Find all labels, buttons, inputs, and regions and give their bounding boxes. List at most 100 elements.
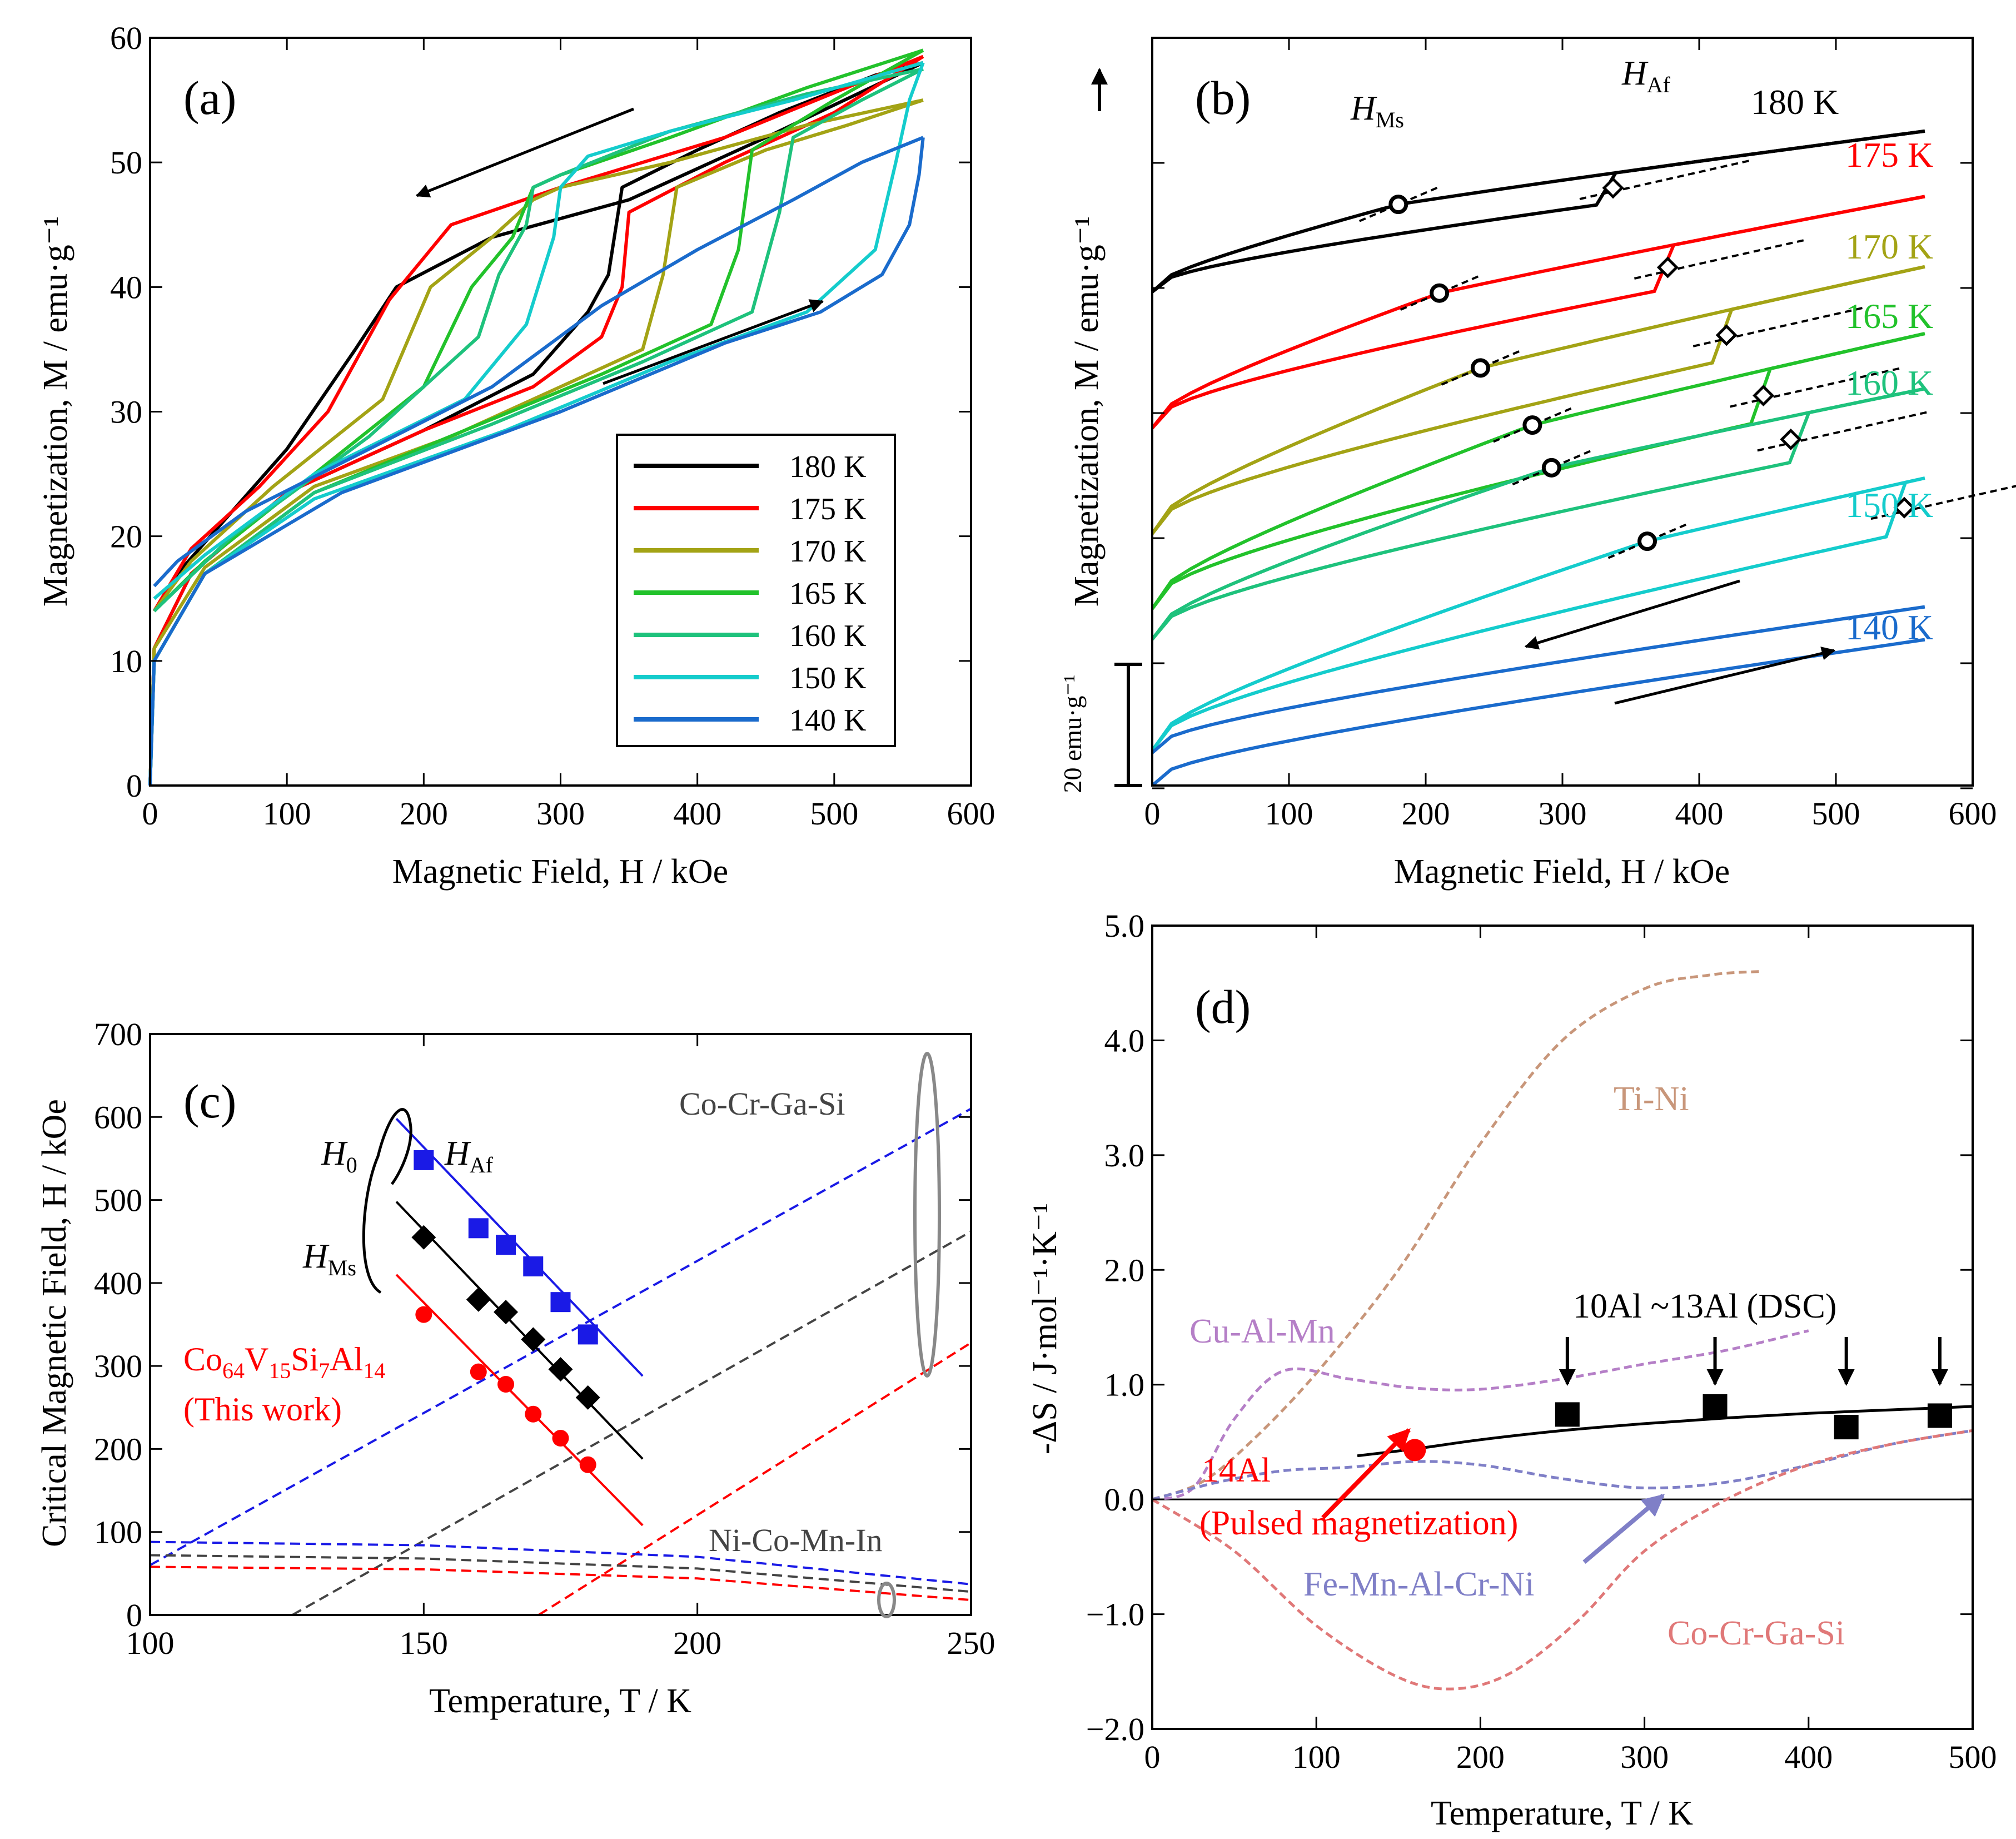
panel-d-point-dsc <box>1703 1394 1728 1419</box>
panel-c-ellipse-co-cr-ga-si <box>913 1052 941 1378</box>
panel-d-label: (d) <box>1195 980 1251 1033</box>
panel-d-curve-Cu-Al-Mn <box>1152 1329 1809 1501</box>
panel-d-ytick-label: 0.0 <box>1104 1482 1145 1518</box>
panel-b-hms-marker <box>1470 358 1490 378</box>
panel-b-xtick-label: 600 <box>1949 796 1997 832</box>
panel-c-formula-part: 7 <box>318 1358 330 1383</box>
panel-c-xtick-label: 100 <box>126 1625 175 1661</box>
panel-a-legend-label: 180 K <box>789 450 866 484</box>
panel-a-xtick-label: 0 <box>142 796 158 832</box>
panel-d-ytick-label: −2.0 <box>1086 1711 1144 1747</box>
panel-c-xtick-label: 250 <box>947 1625 995 1661</box>
panel-d-curve-10Al-13Al-fit <box>1357 1405 1973 1458</box>
panel-b-curve-150K-down <box>1151 476 1925 752</box>
panel-c-point-HAf <box>578 1324 598 1345</box>
panel-a-xlabel: Magnetic Field, H / kOe <box>392 853 728 891</box>
panel-b-label-175K: 175 K <box>1845 135 1933 175</box>
panel-b-xtick-label: 500 <box>1812 796 1860 832</box>
panel-c-xtick-label: 200 <box>673 1625 721 1661</box>
panel-a-xtick-label: 300 <box>536 796 585 832</box>
panel-b-arrow-decreasing <box>1524 579 1740 650</box>
panel-c-formula-part: Al <box>330 1341 363 1378</box>
panel-c-ytick-label: 300 <box>94 1348 142 1384</box>
panel-d-ytick-label: 1.0 <box>1104 1367 1145 1403</box>
panel-b-xtick-label: 200 <box>1402 796 1450 832</box>
panel-b-hms-marker <box>1522 415 1542 435</box>
panel-b-haf-marker <box>1715 324 1738 346</box>
panel-a-legend-label: 160 K <box>789 619 866 653</box>
panel-d-label-co-cr: Co-Cr-Ga-Si <box>1667 1614 1845 1652</box>
panel-b-hms-tangent <box>1441 350 1520 386</box>
panel-c-formula-part: V <box>245 1341 268 1378</box>
panel-b-curve-150K-up <box>1151 476 1925 752</box>
panel-d-plot <box>1151 970 1973 1691</box>
panel-c-point-HAf <box>523 1256 544 1276</box>
panel-b-haf-label: HAf <box>1621 54 1671 97</box>
panel-d-dsc-arrows <box>1559 1337 1948 1386</box>
panel-c-point-H0 <box>575 1385 600 1410</box>
panel-b-label-170K: 170 K <box>1845 227 1933 266</box>
panel-d-label-dsc: 10Al ~13Al (DSC) <box>1573 1288 1836 1325</box>
panel-b-haf-tangent <box>1730 366 1903 408</box>
panel-a-ticks: 0 100 200 300 400 500 600 0 10 20 30 40 50 60 <box>110 20 995 832</box>
panel-c-ylabel: Critical Magnetic Field, H / kOe <box>36 1099 73 1547</box>
panel-b-curve-175K-up <box>1151 195 1925 430</box>
panel-b-xlabel: Magnetic Field, H / kOe <box>1394 853 1730 891</box>
panel-b-hms-label: HMs <box>1350 90 1404 132</box>
panel-c-dashed-Ni-Co-Mn-In <box>150 1540 971 1585</box>
panel-d-point-dsc <box>1555 1402 1580 1427</box>
panel-b-curves <box>1151 129 2016 787</box>
panel-a-ylabel: Magnetization, M / emu·g⁻¹ <box>37 216 74 607</box>
panel-d-ytick-label: 3.0 <box>1104 1137 1145 1174</box>
panel-a: 0 100 200 300 400 500 600 0 10 20 30 40 50 60 (a) Mag… <box>37 20 995 891</box>
panel-d-point-dsc <box>1927 1403 1952 1428</box>
panel-d-xtick-label: 100 <box>1292 1739 1341 1775</box>
panel-d-label-pulsed: (Pulsed magnetization) <box>1199 1504 1518 1542</box>
panel-c-dashed-Ni-Co-Mn-In <box>150 1565 971 1602</box>
panel-a-ytick-label: 0 <box>126 768 142 804</box>
panel-b-arrow-increasing <box>1614 647 1836 705</box>
panel-d-arrow-fe-mn-icon <box>1582 1493 1665 1564</box>
panel-d-point-14al <box>1403 1439 1426 1462</box>
panel-b-haf-tangent <box>1757 410 1930 452</box>
panel-b-haf-tangent <box>1870 485 2016 520</box>
panel-d-xtick-label: 500 <box>1949 1739 1997 1775</box>
panel-a-ytick-label: 50 <box>110 145 142 181</box>
panel-a-legend-label: 150 K <box>789 661 866 695</box>
panel-b-hms-tangent <box>1359 186 1438 222</box>
panel-d: 0 100 200 300 400 500 −2.0 −1.0 0.0 1.0 2.0 3.0 4.0 5… <box>1026 908 1997 1832</box>
panel-c-point-HMs <box>497 1375 515 1393</box>
panel-d-ticks: 0 100 200 300 400 500 −2.0 −1.0 0.0 1.0 2.0 3.0 4.0 5… <box>1086 908 1997 1775</box>
panel-a-label: (a) <box>183 71 236 125</box>
panel-b-hms-marker <box>1430 283 1450 303</box>
panel-b-ylabel: Magnetization, M / emu·g⁻¹ <box>1068 216 1106 607</box>
panel-a-curve-175K-up <box>148 55 924 786</box>
panel-c-dashed-Ni-Co-Mn-In <box>150 1554 971 1593</box>
panel-a-legend-label: 170 K <box>789 534 866 569</box>
panel-c-this-work: (This work) <box>183 1391 342 1428</box>
panel-a-legend: 180 K 175 K 170 K 165 K 160 K 150 K 140 K <box>634 450 866 738</box>
panel-a-xtick-label: 400 <box>673 796 721 832</box>
panel-c-plot <box>150 1107 971 1615</box>
panel-b-label-160K: 160 K <box>1845 363 1933 402</box>
panel-a-legend-label: 165 K <box>789 576 866 611</box>
panel-d-label-fe-mn: Fe-Mn-Al-Cr-Ni <box>1303 1565 1534 1603</box>
panel-b-curve-140K-down <box>1151 605 1925 754</box>
panel-b-curve-170K-up <box>1151 265 1925 535</box>
panel-a-curve-140K-down <box>153 136 924 588</box>
panel-c-dashed-Co-Cr-Ga-Si <box>292 1230 971 1615</box>
panel-a-ytick-label: 30 <box>110 394 142 430</box>
panel-c-point-H0 <box>466 1287 491 1312</box>
panel-b-hms-tangent <box>1400 275 1479 311</box>
panel-b-haf-marker <box>1780 428 1802 450</box>
panel-b-xtick-label: 100 <box>1265 796 1313 832</box>
panel-c-ytick-label: 600 <box>94 1099 142 1135</box>
panel-b-haf-marker <box>1753 384 1775 407</box>
panel-c-ytick-label: 0 <box>126 1597 142 1633</box>
panel-b-xtick-label: 0 <box>1144 796 1161 832</box>
panel-c-h0-label: H0 <box>321 1135 357 1177</box>
panel-b-xtick-label: 400 <box>1675 796 1724 832</box>
panel-c-clipped <box>150 1107 971 1615</box>
panel-b-hms-marker <box>1541 458 1561 478</box>
